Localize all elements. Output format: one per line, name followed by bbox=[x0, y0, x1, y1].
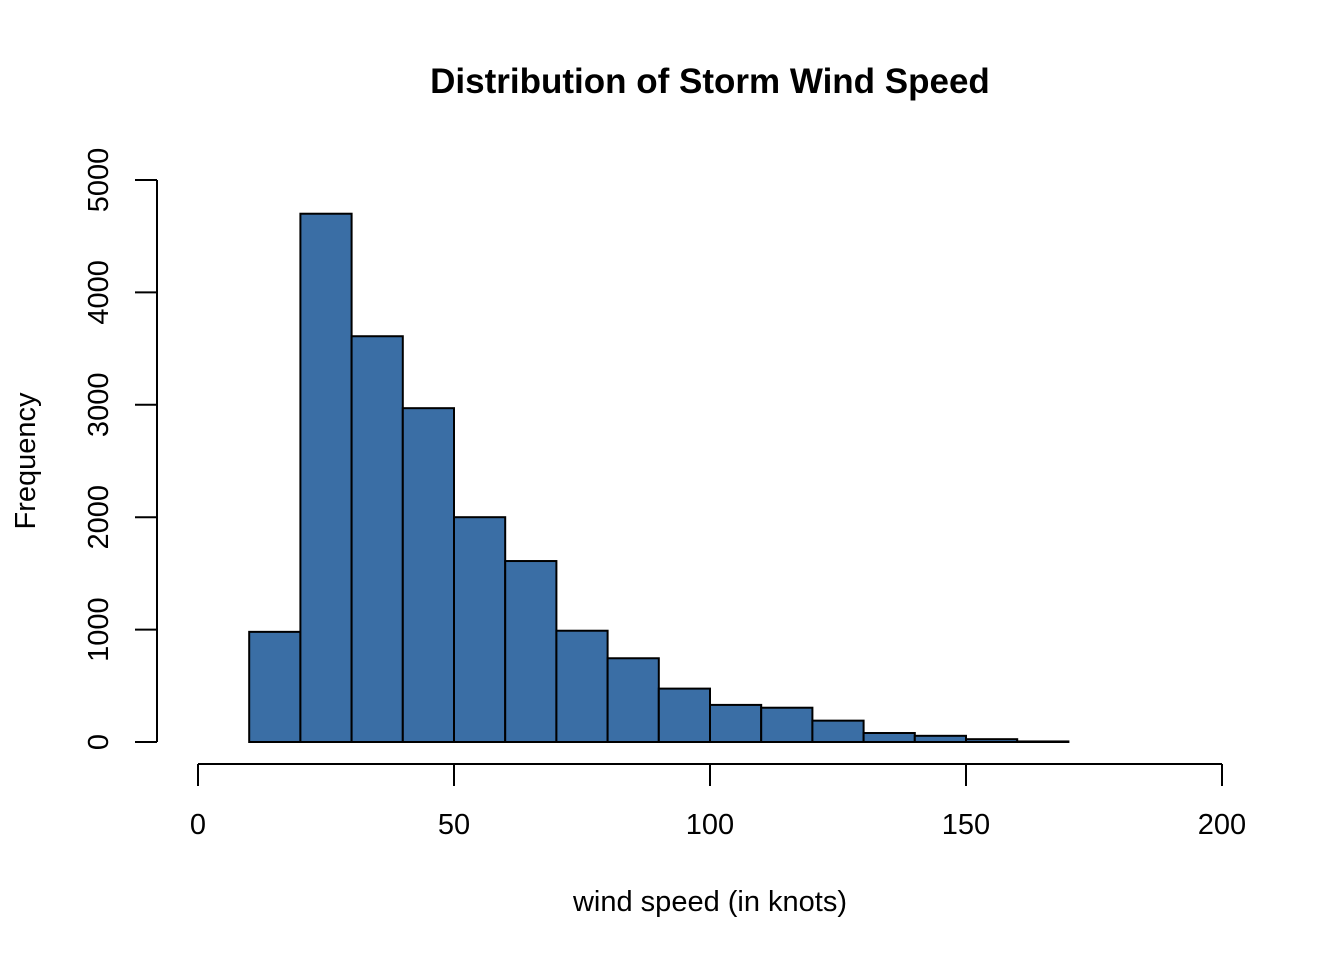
histogram-bar-100-110 bbox=[709, 703, 763, 744]
x-tick-label: 0 bbox=[190, 809, 206, 841]
histogram-bar-70-80 bbox=[555, 629, 609, 743]
histogram-bar-60-70 bbox=[504, 560, 558, 744]
y-tick-label: 0 bbox=[83, 734, 115, 750]
histogram-bar-50-60 bbox=[453, 516, 507, 744]
histogram-bar-150-160 bbox=[965, 738, 1019, 744]
x-axis-label: wind speed (in knots) bbox=[572, 886, 847, 918]
y-tick-label: 5000 bbox=[83, 148, 115, 213]
x-tick-label: 50 bbox=[438, 809, 470, 841]
histogram-bar-120-130 bbox=[811, 719, 865, 743]
y-tick-label: 1000 bbox=[83, 597, 115, 662]
y-axis-label: Frequency bbox=[10, 392, 42, 530]
histogram-bar-10-20 bbox=[248, 630, 302, 744]
histogram-bar-140-150 bbox=[913, 734, 967, 743]
x-tick-label: 150 bbox=[942, 809, 990, 841]
histogram-bar-160-170 bbox=[1016, 740, 1070, 743]
histogram-bar-110-120 bbox=[760, 706, 814, 744]
chart-title: Distribution of Storm Wind Speed bbox=[430, 62, 990, 101]
x-tick-label: 200 bbox=[1198, 809, 1246, 841]
histogram-bar-90-100 bbox=[657, 687, 711, 743]
y-axis: 0 1000 2000 3000 4000 5000 bbox=[83, 148, 158, 750]
y-tick-label: 3000 bbox=[83, 373, 115, 438]
histogram-bar-20-30 bbox=[299, 212, 353, 744]
histogram-bar-30-40 bbox=[350, 335, 404, 743]
histogram-bar-40-50 bbox=[401, 407, 455, 743]
histogram-bar-80-90 bbox=[606, 657, 660, 744]
bars-group bbox=[248, 212, 1070, 744]
y-tick-label: 4000 bbox=[83, 260, 115, 325]
histogram-bar-130-140 bbox=[862, 732, 916, 743]
x-axis: 0 50 100 150 200 bbox=[190, 763, 1246, 841]
x-tick-label: 100 bbox=[686, 809, 734, 841]
y-tick-label: 2000 bbox=[83, 485, 115, 550]
